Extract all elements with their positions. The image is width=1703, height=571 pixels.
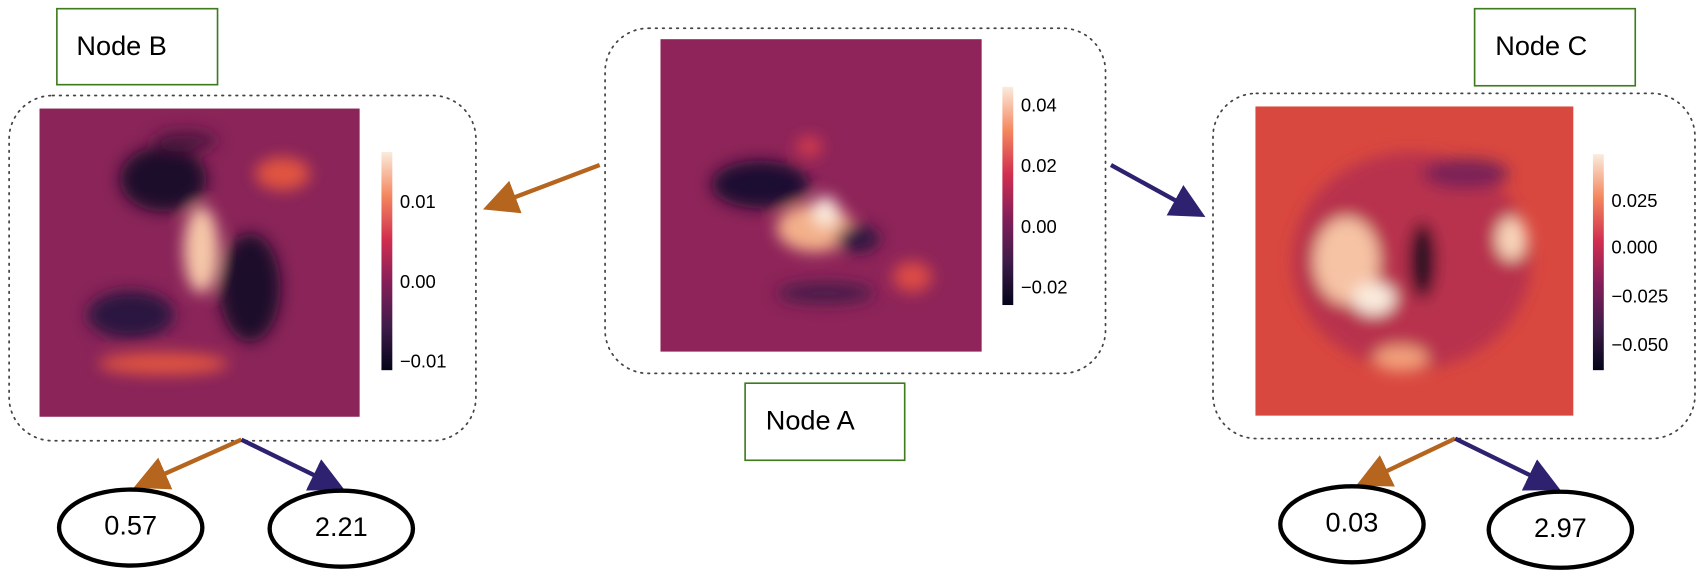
node-label-box: [1473, 7, 1637, 87]
leaf-value: 2.21: [315, 511, 368, 542]
heatmap: [39, 108, 360, 417]
colorbar-tick-label: 0.025: [1611, 190, 1657, 211]
colorbar-tick-label: −0.050: [1611, 334, 1668, 355]
colorbar-tick-label: −0.02: [1021, 277, 1068, 298]
leaf-node: [267, 488, 416, 569]
colorbar: [381, 151, 393, 371]
heatmap: [660, 39, 982, 352]
edge-arrow: [1454, 436, 1561, 491]
leaf-value: 0.03: [1326, 506, 1379, 537]
colorbar-tick-label: 0.00: [1021, 216, 1057, 237]
node-label: Node A: [766, 404, 856, 435]
leaf-node: [56, 487, 205, 568]
node-label: Node B: [76, 30, 166, 61]
node-frame: [8, 94, 477, 442]
leaf-node: [1278, 484, 1426, 565]
colorbar: [1002, 86, 1014, 306]
edge-arrow: [1109, 163, 1206, 217]
colorbar: [1592, 154, 1604, 371]
leaf-node: [1486, 489, 1635, 570]
edge-arrow: [240, 437, 345, 491]
colorbar-tick-label: 0.01: [400, 191, 436, 212]
edge-arrow: [482, 162, 601, 214]
heatmap: [1255, 106, 1574, 416]
colorbar-tick-label: 0.02: [1021, 155, 1057, 176]
edge-arrow: [1356, 436, 1456, 487]
leaf-value: 2.97: [1534, 512, 1587, 543]
node-label-box: [56, 7, 219, 86]
colorbar-tick-label: −0.025: [1611, 285, 1668, 306]
edge-arrow: [133, 437, 243, 490]
node-label: Node C: [1495, 30, 1587, 61]
colorbar-tick-label: 0.00: [400, 271, 436, 292]
node-frame: [604, 27, 1107, 375]
leaf-value: 0.57: [104, 510, 157, 541]
node-label-box: [744, 382, 906, 462]
colorbar-tick-label: −0.01: [400, 350, 447, 371]
colorbar-tick-label: 0.04: [1021, 94, 1057, 115]
colorbar-tick-label: 0.000: [1611, 236, 1657, 257]
